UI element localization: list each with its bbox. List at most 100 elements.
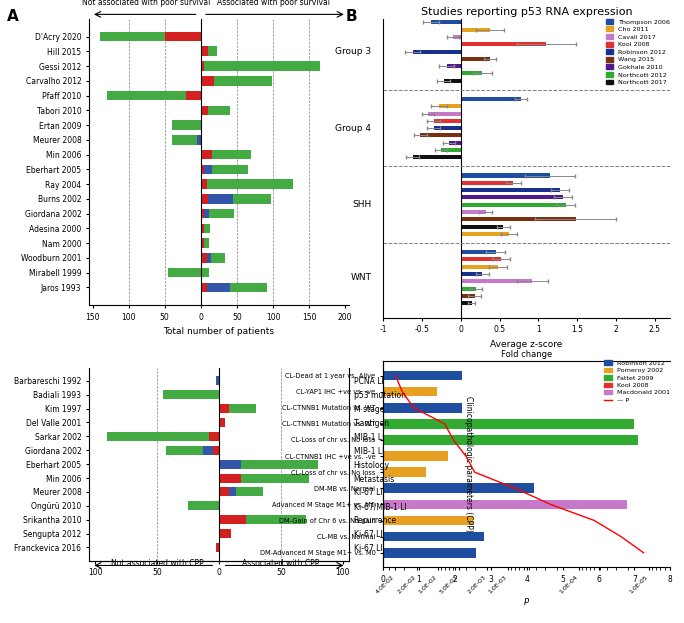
Bar — [461, 217, 576, 221]
Bar — [412, 49, 461, 54]
Text: Group 4: Group 4 — [335, 123, 371, 133]
Bar — [236, 487, 263, 497]
Bar — [461, 202, 566, 207]
Bar — [216, 543, 219, 552]
Bar — [461, 294, 475, 298]
Bar — [201, 179, 207, 189]
Bar — [461, 72, 482, 75]
Bar — [461, 279, 532, 283]
Bar — [431, 21, 461, 24]
Bar — [228, 487, 236, 497]
Bar — [107, 432, 219, 441]
X-axis label: P: P — [524, 597, 529, 607]
Bar — [208, 47, 217, 56]
Bar — [201, 194, 208, 204]
Bar — [216, 376, 219, 386]
Bar — [461, 210, 486, 214]
Bar — [205, 209, 209, 219]
Bar — [219, 460, 241, 468]
Bar — [383, 532, 484, 541]
Bar — [211, 150, 252, 159]
Bar — [447, 64, 461, 68]
Bar — [219, 418, 225, 427]
Bar — [383, 467, 426, 477]
Bar — [207, 253, 211, 263]
Bar — [209, 432, 219, 441]
Bar — [201, 224, 205, 233]
Bar — [383, 387, 437, 396]
Bar — [201, 164, 205, 174]
Bar — [207, 179, 293, 189]
Bar — [216, 543, 219, 552]
Bar — [172, 135, 201, 145]
Bar — [166, 445, 219, 455]
Bar — [165, 32, 201, 41]
Bar — [186, 91, 201, 100]
Bar — [216, 543, 219, 552]
Bar — [461, 27, 490, 32]
Bar — [165, 32, 201, 41]
Bar — [219, 404, 228, 413]
Bar — [172, 120, 201, 130]
Bar — [219, 487, 228, 497]
Bar — [461, 265, 498, 269]
Bar — [107, 91, 201, 100]
Bar — [461, 257, 501, 262]
Bar — [461, 224, 503, 229]
Bar — [209, 432, 219, 441]
Bar — [186, 91, 201, 100]
Bar — [163, 390, 219, 399]
Text: Associated with CPP: Associated with CPP — [242, 559, 319, 568]
Bar — [201, 253, 207, 263]
Text: Not associated with CPP: Not associated with CPP — [111, 559, 203, 568]
Bar — [383, 435, 638, 445]
Bar — [461, 57, 490, 61]
Bar — [461, 232, 509, 236]
Bar — [205, 164, 211, 174]
Bar — [428, 112, 461, 115]
Bar — [434, 119, 461, 123]
Bar — [213, 445, 219, 455]
Text: B: B — [345, 9, 357, 24]
Bar — [383, 483, 534, 493]
Bar — [204, 239, 209, 248]
Bar — [461, 196, 563, 199]
Bar — [201, 47, 208, 56]
Bar — [211, 164, 248, 174]
Bar — [201, 61, 205, 71]
Bar — [461, 188, 560, 192]
X-axis label: Fold change: Fold change — [501, 350, 552, 359]
Bar — [233, 194, 271, 204]
Bar — [461, 173, 550, 178]
Bar — [383, 371, 462, 381]
Bar — [461, 250, 496, 254]
Text: Associated with poor survival: Associated with poor survival — [217, 0, 330, 7]
Bar — [453, 35, 461, 39]
Title: Studies reporting p53 RNA expression: Studies reporting p53 RNA expression — [421, 6, 633, 17]
Bar — [201, 150, 211, 159]
Bar — [201, 209, 205, 219]
X-axis label: Total number of patients: Total number of patients — [163, 328, 274, 336]
Legend: Robinson 2012, Pomeroy 2002, Fattet 2009, Kool 2008, Macdonald 2001, — P: Robinson 2012, Pomeroy 2002, Fattet 2009… — [604, 361, 670, 403]
Bar — [219, 473, 241, 483]
Bar — [201, 268, 209, 277]
Bar — [201, 283, 207, 292]
Bar — [383, 500, 627, 509]
Bar — [441, 148, 461, 152]
Bar — [241, 460, 318, 468]
Bar — [461, 301, 471, 305]
Text: A: A — [7, 9, 18, 24]
Bar — [383, 516, 473, 525]
Bar — [420, 133, 461, 138]
Bar — [383, 403, 462, 412]
Bar — [434, 126, 461, 130]
Y-axis label: Clinicopathologic parameters (CPP): Clinicopathologic parameters (CPP) — [464, 396, 473, 532]
Text: SHH: SHH — [352, 200, 371, 209]
Bar — [383, 451, 447, 461]
Bar — [444, 78, 461, 83]
X-axis label: Average z-score: Average z-score — [490, 340, 563, 349]
Bar — [214, 76, 272, 85]
Bar — [211, 253, 226, 263]
Bar — [219, 515, 246, 524]
Bar — [383, 419, 634, 429]
